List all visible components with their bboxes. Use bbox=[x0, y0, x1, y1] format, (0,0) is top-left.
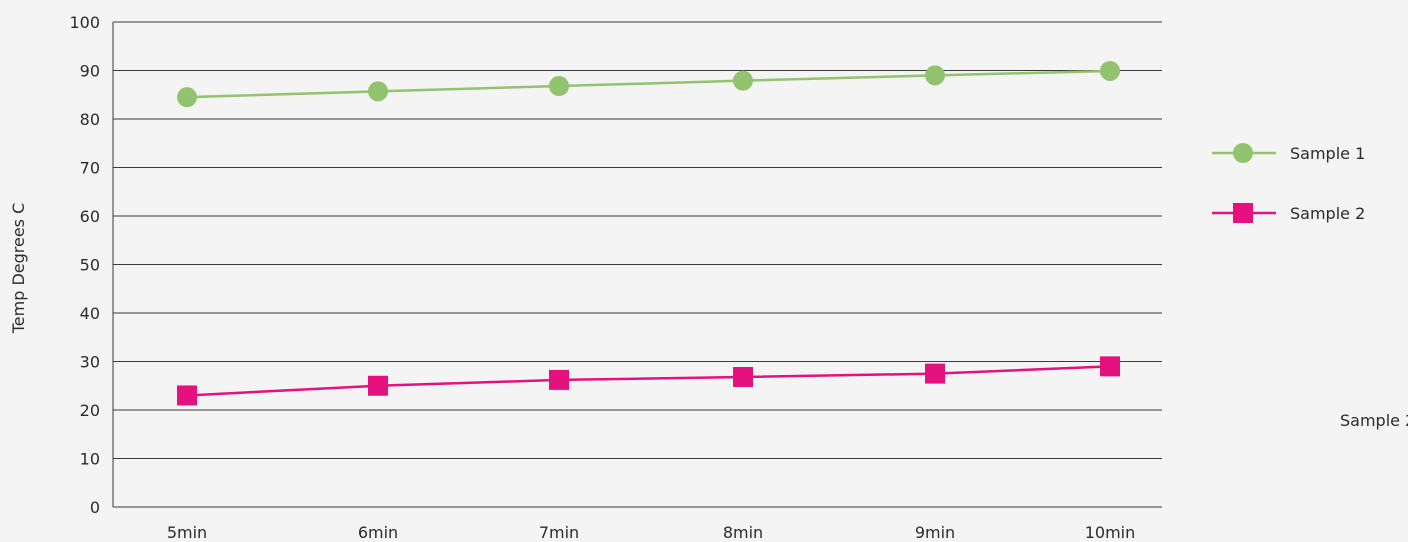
data-point bbox=[368, 81, 388, 102]
y-tick-label: 70 bbox=[80, 159, 100, 178]
y-tick-label: 40 bbox=[80, 304, 100, 323]
y-axis-ticks: 0 10 20 30 40 50 60 70 80 90 100 bbox=[69, 13, 100, 517]
legend-item: Sample 1 bbox=[1212, 143, 1365, 163]
gridlines bbox=[112, 21, 1162, 508]
y-tick-label: 30 bbox=[80, 353, 100, 372]
legend-marker bbox=[1233, 143, 1253, 163]
data-point bbox=[549, 76, 569, 97]
legend: Sample 1 Sample 2 bbox=[1212, 143, 1365, 223]
y-tick-label: 90 bbox=[80, 62, 100, 81]
x-tick-label: 5min bbox=[167, 523, 207, 542]
annotation-label: Sample 2 bbox=[1340, 411, 1408, 430]
x-tick-label: 10min bbox=[1085, 523, 1136, 542]
data-point bbox=[549, 369, 569, 390]
legend-marker bbox=[1233, 203, 1253, 223]
y-tick-label: 50 bbox=[80, 256, 100, 275]
data-point bbox=[177, 385, 197, 406]
x-tick-label: 8min bbox=[723, 523, 763, 542]
y-tick-label: 100 bbox=[69, 13, 100, 32]
x-axis-ticks: 5min 6min 7min 8min 9min 10min bbox=[167, 523, 1135, 542]
legend-item: Sample 2 bbox=[1212, 203, 1365, 223]
data-point bbox=[1100, 356, 1120, 377]
data-point bbox=[1100, 60, 1120, 81]
x-tick-label: 9min bbox=[915, 523, 955, 542]
series-line bbox=[186, 365, 1111, 397]
y-tick-label: 60 bbox=[80, 207, 100, 226]
y-tick-label: 80 bbox=[80, 110, 100, 129]
data-point bbox=[925, 363, 945, 384]
series-2 bbox=[177, 356, 1120, 406]
data-point bbox=[925, 65, 945, 86]
data-point bbox=[733, 367, 753, 388]
series-line bbox=[186, 69, 1111, 99]
y-tick-label: 20 bbox=[80, 401, 100, 420]
legend-label: Sample 1 bbox=[1290, 144, 1365, 163]
y-tick-label: 10 bbox=[80, 450, 100, 469]
legend-label: Sample 2 bbox=[1290, 204, 1365, 223]
x-tick-label: 6min bbox=[358, 523, 398, 542]
series bbox=[177, 60, 1120, 406]
y-tick-label: 0 bbox=[90, 498, 100, 517]
y-axis-title: Temp Degrees C bbox=[9, 203, 28, 335]
data-point bbox=[368, 375, 388, 396]
x-tick-label: 7min bbox=[539, 523, 579, 542]
data-point bbox=[733, 70, 753, 91]
series-1 bbox=[177, 60, 1120, 108]
data-point bbox=[177, 87, 197, 108]
